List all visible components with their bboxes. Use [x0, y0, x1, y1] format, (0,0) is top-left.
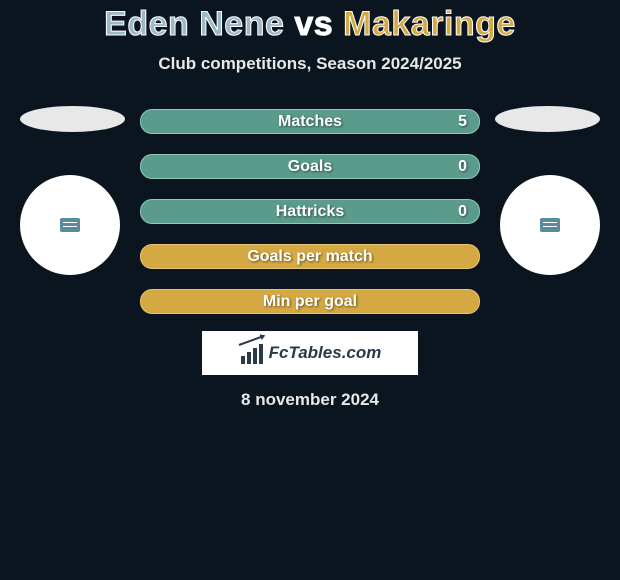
player1-name: Eden Nene [104, 5, 284, 43]
stat-value: 5 [458, 113, 467, 131]
stat-label: Goals per match [247, 248, 372, 266]
player-badge-right [500, 175, 600, 275]
stat-label: Min per goal [263, 293, 357, 311]
stat-label: Hattricks [276, 203, 344, 221]
stat-row-goals-per-match: Goals per match [140, 244, 480, 269]
stat-row-goals: Goals 0 [140, 154, 480, 179]
placeholder-icon [60, 218, 80, 232]
logo-box: FcTables.com [202, 331, 418, 375]
stat-row-matches: Matches 5 [140, 109, 480, 134]
subtitle: Club competitions, Season 2024/2025 [0, 54, 620, 74]
placeholder-icon [540, 218, 560, 232]
main-container: Eden Nene vs Makaringe Club competitions… [0, 0, 620, 410]
stat-rows: Matches 5 Goals 0 Hattricks 0 Goals per … [140, 109, 480, 314]
stat-row-min-per-goal: Min per goal [140, 289, 480, 314]
ellipse-decoration-right [495, 106, 600, 132]
stat-value: 0 [458, 158, 467, 176]
stat-label: Matches [278, 113, 342, 131]
vs-separator: vs [294, 5, 333, 43]
stat-value: 0 [458, 203, 467, 221]
logo-text: FcTables.com [269, 343, 382, 363]
stat-label: Goals [288, 158, 332, 176]
player-badge-left [20, 175, 120, 275]
page-title: Eden Nene vs Makaringe [0, 5, 620, 44]
ellipse-decoration-left [20, 106, 125, 132]
chart-icon [239, 342, 265, 364]
footer: FcTables.com 8 november 2024 [0, 331, 620, 410]
date-text: 8 november 2024 [241, 390, 379, 410]
stat-row-hattricks: Hattricks 0 [140, 199, 480, 224]
player2-name: Makaringe [343, 5, 516, 43]
